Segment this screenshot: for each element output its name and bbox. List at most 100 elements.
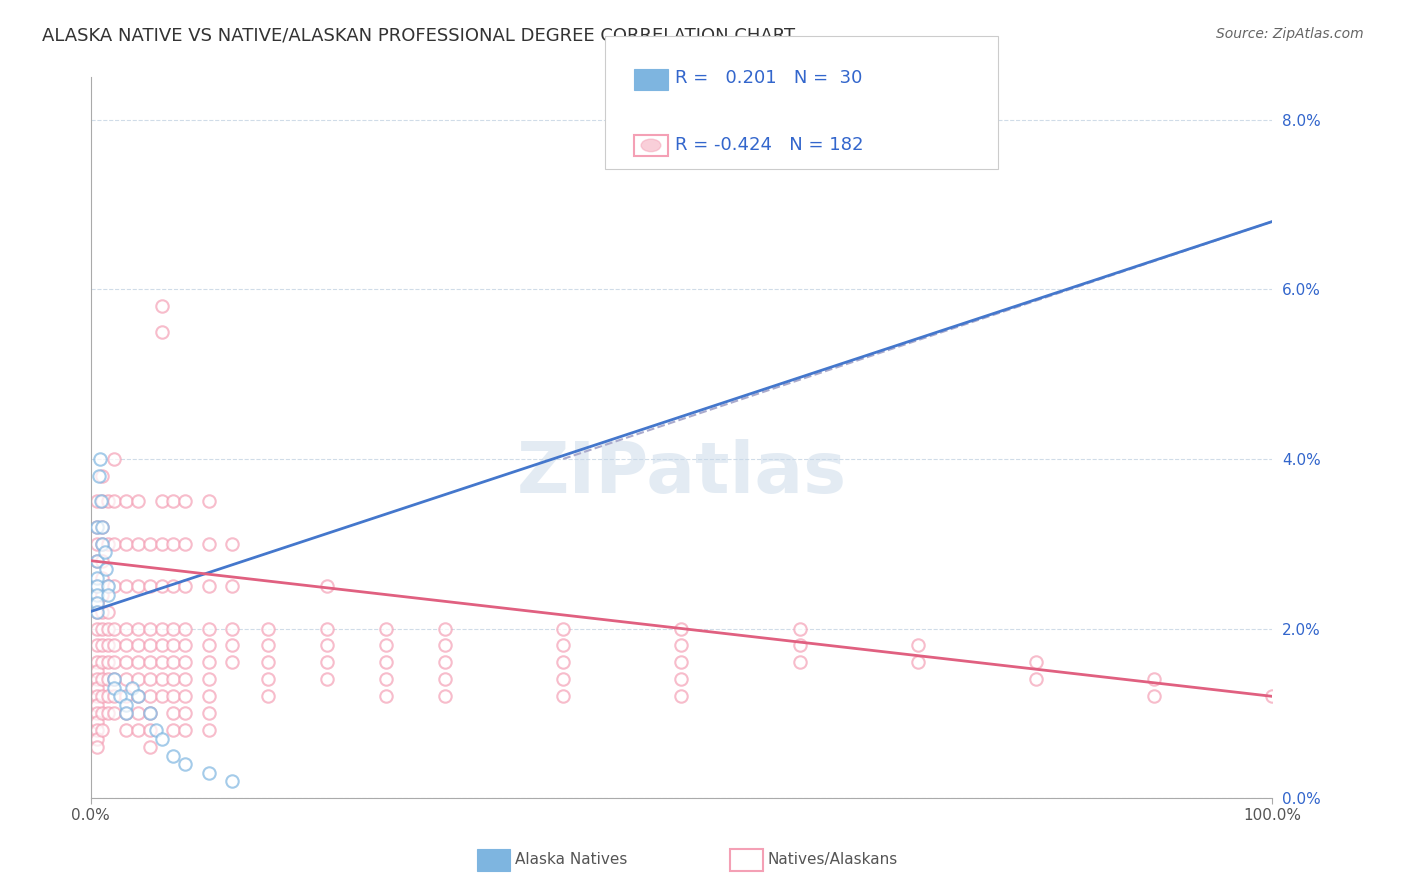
Point: [150, 656, 173, 670]
Point: [86, 520, 108, 534]
Point: [103, 452, 125, 467]
Point: [197, 622, 219, 636]
Point: [91, 656, 114, 670]
Point: [221, 622, 243, 636]
Point: [375, 673, 398, 687]
Point: [127, 639, 149, 653]
Point: [138, 673, 160, 687]
Point: [91, 494, 114, 508]
Point: [789, 656, 811, 670]
Point: [553, 673, 575, 687]
Point: [121, 681, 143, 695]
Point: [138, 656, 160, 670]
Point: [103, 690, 125, 704]
Text: R =   0.201   N =  30: R = 0.201 N = 30: [675, 70, 862, 87]
Point: [553, 690, 575, 704]
Point: [197, 656, 219, 670]
Point: [162, 748, 184, 763]
Point: [115, 690, 138, 704]
Point: [138, 740, 160, 755]
Point: [150, 622, 173, 636]
Point: [375, 656, 398, 670]
Point: [150, 299, 173, 313]
Point: [103, 579, 125, 593]
Point: [150, 494, 173, 508]
Point: [86, 622, 108, 636]
Point: [86, 656, 108, 670]
Point: [221, 639, 243, 653]
Point: [86, 579, 108, 593]
Point: [553, 622, 575, 636]
Point: [86, 596, 108, 610]
Point: [91, 622, 114, 636]
Point: [316, 656, 339, 670]
Point: [86, 639, 108, 653]
Point: [221, 774, 243, 789]
Point: [174, 706, 197, 721]
Point: [86, 723, 108, 738]
Point: [89, 452, 111, 467]
Point: [256, 690, 278, 704]
Point: [553, 639, 575, 653]
Point: [115, 494, 138, 508]
Point: [86, 554, 108, 568]
Point: [316, 639, 339, 653]
Point: [316, 673, 339, 687]
Point: [138, 579, 160, 593]
Point: [174, 537, 197, 551]
Point: [162, 622, 184, 636]
Point: [138, 537, 160, 551]
Point: [94, 562, 117, 576]
Point: [86, 731, 108, 746]
Point: [174, 639, 197, 653]
Point: [115, 698, 138, 712]
Point: [97, 494, 120, 508]
Point: [97, 579, 120, 593]
Point: [138, 706, 160, 721]
Point: [86, 537, 108, 551]
Point: [103, 681, 125, 695]
Point: [221, 656, 243, 670]
Point: [127, 690, 149, 704]
Point: [86, 520, 108, 534]
Point: [91, 706, 114, 721]
Point: [256, 622, 278, 636]
Point: [197, 537, 219, 551]
Point: [197, 723, 219, 738]
Point: [115, 723, 138, 738]
Point: [671, 639, 693, 653]
Point: [115, 673, 138, 687]
Point: [789, 622, 811, 636]
Point: [150, 537, 173, 551]
Point: [97, 690, 120, 704]
Point: [97, 537, 120, 551]
Point: [91, 537, 114, 551]
Point: [671, 690, 693, 704]
Point: [221, 537, 243, 551]
Point: [174, 579, 197, 593]
Point: [86, 605, 108, 619]
Point: [94, 545, 117, 559]
Point: [86, 740, 108, 755]
Point: [86, 714, 108, 729]
Point: [907, 656, 929, 670]
Point: [150, 325, 173, 339]
Point: [138, 622, 160, 636]
Point: [97, 605, 120, 619]
Point: [174, 494, 197, 508]
Point: [434, 690, 457, 704]
Point: [86, 554, 108, 568]
Point: [115, 537, 138, 551]
Point: [87, 469, 110, 483]
Point: [115, 706, 138, 721]
Point: [115, 639, 138, 653]
Text: R = -0.424   N = 182: R = -0.424 N = 182: [675, 136, 863, 153]
Point: [434, 673, 457, 687]
Point: [97, 579, 120, 593]
Point: [86, 571, 108, 585]
Point: [671, 622, 693, 636]
Point: [108, 690, 131, 704]
Point: [434, 622, 457, 636]
Point: [197, 706, 219, 721]
Point: [150, 579, 173, 593]
